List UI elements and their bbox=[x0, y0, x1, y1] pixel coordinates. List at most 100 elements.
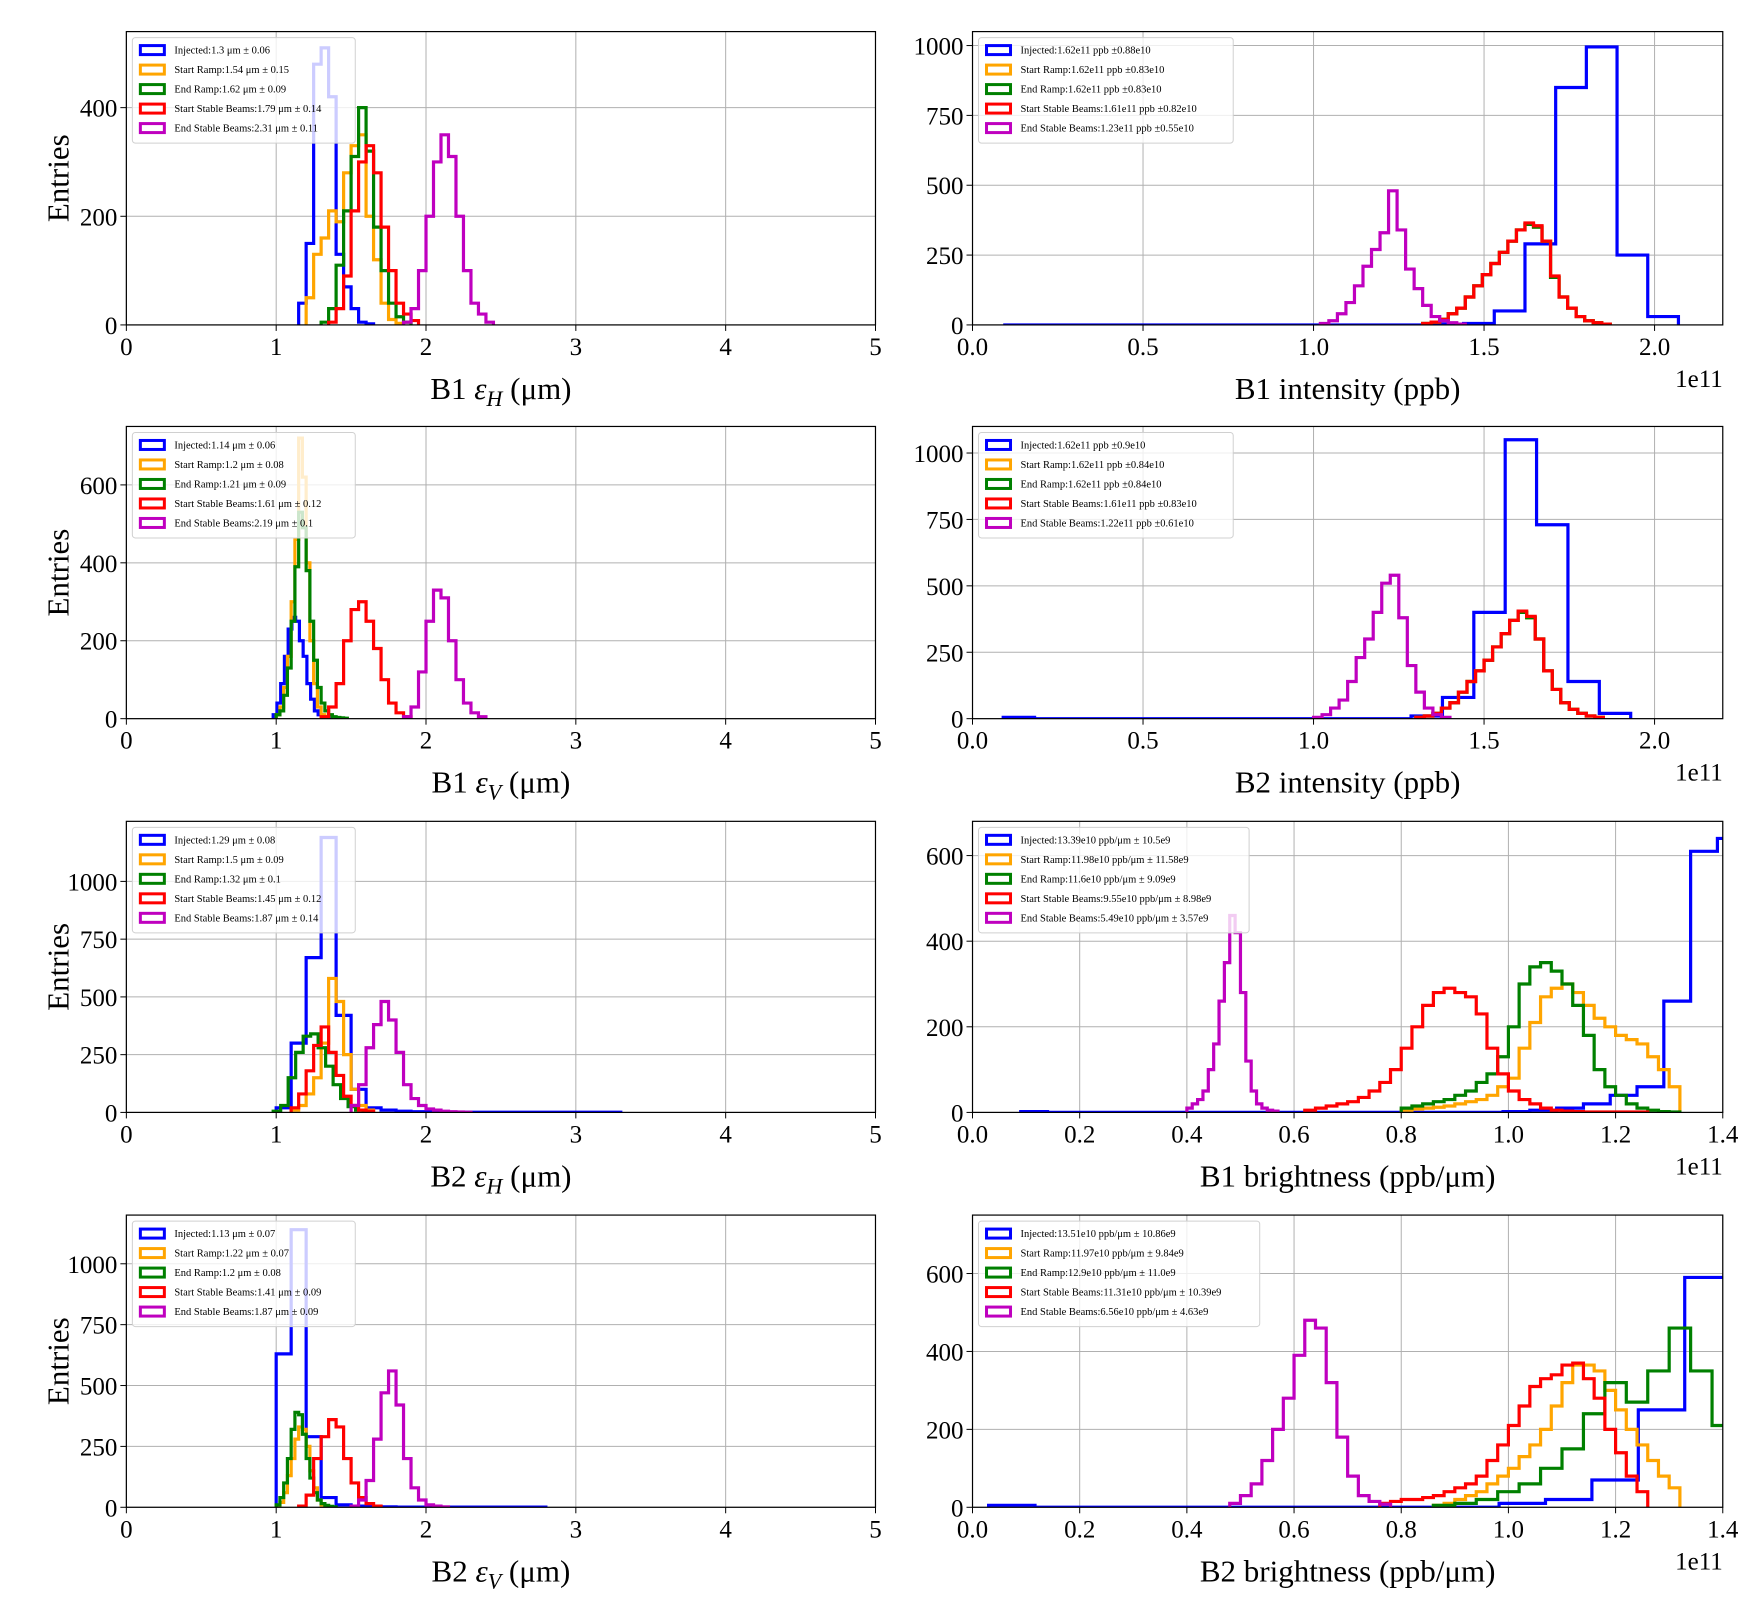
legend-swatch-injected bbox=[138, 833, 166, 846]
legend-entry: End Stable Beams:1.22e11 ppb ±0.61e10 bbox=[1021, 518, 1194, 529]
legend-swatch-end-ramp bbox=[985, 872, 1013, 885]
y-tick-label: 200 bbox=[926, 1015, 964, 1042]
x-tick-label: 1.4 bbox=[1707, 1516, 1739, 1543]
legend-entry: Start Ramp:11.97e10 ppb/μm ± 9.84e9 bbox=[1021, 1249, 1184, 1260]
legend-entry: Start Ramp:11.98e10 ppb/μm ± 11.58e9 bbox=[1021, 855, 1189, 866]
histogram-end-stable-beams bbox=[401, 588, 488, 719]
legend-swatch-start-stable-beams bbox=[985, 497, 1013, 510]
histogram-end-stable-beams bbox=[1228, 1318, 1393, 1508]
y-tick-label: 750 bbox=[926, 507, 964, 534]
y-tick-label: 0 bbox=[105, 1100, 118, 1127]
legend-swatch-end-stable-beams bbox=[138, 122, 166, 135]
legend-entry: End Ramp:1.2 μm ± 0.08 bbox=[174, 1268, 280, 1279]
legend-swatch-end-ramp bbox=[985, 1266, 1013, 1279]
y-tick-label: 1000 bbox=[914, 441, 964, 468]
y-axis-label: Entries bbox=[40, 1317, 75, 1405]
legend-entry: Start Ramp:1.2 μm ± 0.08 bbox=[174, 460, 283, 471]
chart-panel-b1-ev: 0 1 2 3 4 5 0 200 400 600 B1 εV (μm) Entries Injecte… bbox=[40, 425, 882, 805]
y-tick-label: 250 bbox=[80, 1434, 118, 1461]
legend-swatch-injected bbox=[985, 438, 1013, 451]
y-tick-label: 250 bbox=[80, 1043, 118, 1070]
x-tick-label: 4 bbox=[719, 1121, 732, 1148]
y-tick-label: 0 bbox=[951, 313, 964, 340]
histogram-end-ramp bbox=[1399, 960, 1682, 1113]
histogram-end-ramp bbox=[271, 1032, 365, 1113]
x-axis-label: B1 intensity (ppb) bbox=[1235, 371, 1461, 406]
legend-box bbox=[978, 826, 1250, 934]
x-axis-label: B2 εV (μm) bbox=[432, 1553, 571, 1593]
x-tick-label: 0 bbox=[120, 334, 133, 361]
legend-swatch-start-ramp bbox=[138, 63, 166, 76]
chart-panel-b2-intensity: 0.0 0.5 1.0 1.5 2.0 0 250 500 750 1000 B2 intensit… bbox=[914, 425, 1724, 800]
chart-panel-b1-intensity: 0.0 0.5 1.0 1.5 2.0 0 250 500 750 1000 B1 intensit… bbox=[914, 30, 1724, 406]
x-tick-label: 1.0 bbox=[1493, 1516, 1524, 1543]
legend-swatch-start-stable-beams bbox=[985, 1286, 1013, 1299]
legend-box bbox=[131, 37, 356, 144]
x-tick-label: 0.6 bbox=[1278, 1516, 1309, 1543]
x-tick-label: 0.5 bbox=[1127, 728, 1158, 755]
legend-entry: Start Ramp:1.62e11 ppb ±0.83e10 bbox=[1021, 65, 1165, 76]
legend-swatch-end-stable-beams bbox=[985, 516, 1013, 529]
legend-entry: Start Ramp:1.5 μm ± 0.09 bbox=[174, 855, 283, 866]
legend-swatch-end-stable-beams bbox=[985, 911, 1013, 924]
legend-entry: End Ramp:12.9e10 ppb/μm ± 11.0e9 bbox=[1021, 1268, 1176, 1279]
y-tick-label: 400 bbox=[926, 1339, 964, 1366]
legend-box bbox=[978, 1220, 1261, 1328]
legend-swatch-start-ramp bbox=[138, 458, 166, 471]
y-tick-label: 0 bbox=[105, 1495, 118, 1522]
x-tick-label: 0 bbox=[120, 1516, 133, 1543]
legend-swatch-injected bbox=[138, 44, 166, 57]
x-tick-label: 2.0 bbox=[1639, 728, 1670, 755]
y-tick-label: 600 bbox=[80, 473, 118, 500]
histogram-end-ramp bbox=[319, 106, 413, 325]
legend-entry: End Stable Beams:1.23e11 ppb ±0.55e10 bbox=[1021, 124, 1194, 135]
histogram-end-stable-beams bbox=[401, 133, 496, 325]
legend-entry: End Stable Beams:5.49e10 ppb/μm ± 3.57e9 bbox=[1021, 913, 1209, 924]
legend-entry: End Stable Beams:2.19 μm ± 0.1 bbox=[174, 518, 313, 529]
legend-swatch-end-stable-beams bbox=[138, 1305, 166, 1318]
histogram-start-stable-beams bbox=[319, 600, 413, 719]
y-tick-label: 250 bbox=[926, 640, 964, 667]
histogram-injected bbox=[1001, 438, 1633, 719]
axes-frame bbox=[125, 30, 877, 326]
legend-entry: End Stable Beams:6.56e10 ppb/μm ± 4.63e9 bbox=[1021, 1307, 1209, 1318]
legend-swatch-start-stable-beams bbox=[138, 102, 166, 115]
legend-entry: End Stable Beams:2.31 μm ± 0.11 bbox=[174, 124, 318, 135]
y-tick-label: 500 bbox=[926, 173, 964, 200]
axes-frame bbox=[125, 1214, 877, 1508]
y-tick-label: 500 bbox=[80, 985, 118, 1012]
legend-entry: Start Ramp:1.62e11 ppb ±0.84e10 bbox=[1021, 460, 1165, 471]
legend-swatch-start-stable-beams bbox=[138, 892, 166, 905]
legend-entry: Injected:1.14 μm ± 0.06 bbox=[174, 440, 275, 451]
legend-box bbox=[131, 431, 356, 539]
x-tick-label: 1 bbox=[270, 728, 283, 755]
y-tick-label: 200 bbox=[926, 1417, 964, 1444]
x-tick-label: 2 bbox=[420, 1516, 433, 1543]
legend-swatch-start-stable-beams bbox=[138, 1286, 166, 1299]
y-tick-label: 600 bbox=[926, 1262, 964, 1289]
legend-entry: Start Stable Beams:1.61e11 ppb ±0.83e10 bbox=[1021, 499, 1197, 510]
x-tick-label: 0.8 bbox=[1386, 1516, 1417, 1543]
x-tick-label: 3 bbox=[570, 334, 583, 361]
axes-frame bbox=[125, 425, 877, 720]
x-offset-label: 1e11 bbox=[1675, 1548, 1723, 1575]
x-tick-label: 0.2 bbox=[1064, 1516, 1095, 1543]
x-tick-label: 0.4 bbox=[1171, 1516, 1203, 1543]
legend-entry: End Ramp:1.21 μm ± 0.09 bbox=[174, 479, 286, 490]
x-tick-label: 0.2 bbox=[1064, 1121, 1095, 1148]
legend-swatch-end-stable-beams bbox=[985, 122, 1013, 135]
legend-entry: End Stable Beams:1.87 μm ± 0.14 bbox=[174, 913, 319, 924]
x-tick-label: 5 bbox=[869, 1516, 882, 1543]
x-tick-label: 1.2 bbox=[1600, 1121, 1631, 1148]
axes-frame bbox=[125, 820, 877, 1114]
y-tick-label: 200 bbox=[80, 204, 118, 231]
x-tick-label: 0 bbox=[120, 1121, 133, 1148]
legend-entry: End Ramp:1.62e11 ppb ±0.83e10 bbox=[1021, 85, 1162, 96]
legend-swatch-end-ramp bbox=[985, 477, 1013, 490]
legend-swatch-end-ramp bbox=[138, 477, 166, 490]
x-tick-label: 0.0 bbox=[957, 728, 988, 755]
y-tick-label: 750 bbox=[80, 1313, 118, 1340]
x-tick-label: 5 bbox=[869, 1121, 882, 1148]
x-tick-label: 3 bbox=[570, 1516, 583, 1543]
x-tick-label: 1.0 bbox=[1493, 1121, 1524, 1148]
